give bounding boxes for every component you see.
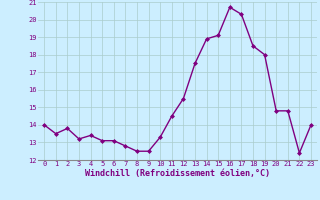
X-axis label: Windchill (Refroidissement éolien,°C): Windchill (Refroidissement éolien,°C) bbox=[85, 169, 270, 178]
